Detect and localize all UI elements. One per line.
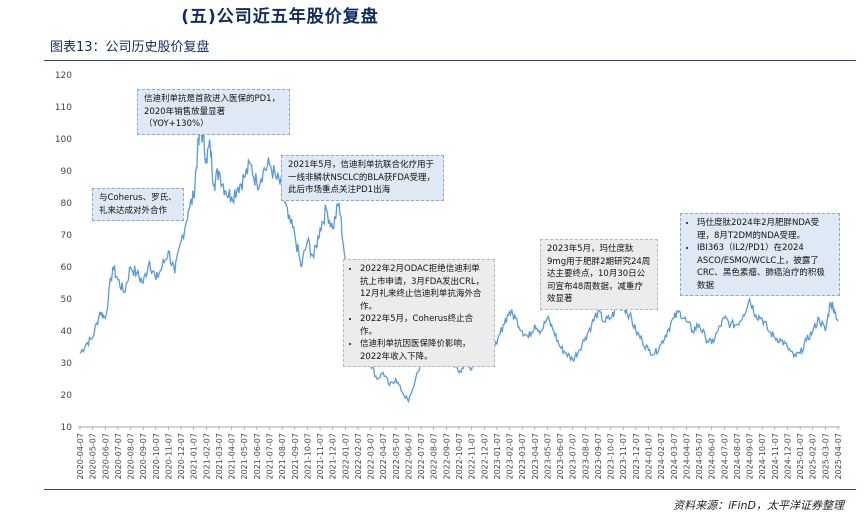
annotation-mazdutide-phase2-text: 2023年5月，玛仕度肽9mg用于肥胖2期研究24周达主要终点，10月30日公司… xyxy=(547,244,651,304)
x-tick-label: 2022-06-07 xyxy=(404,433,413,480)
x-tick-label: 2024-05-07 xyxy=(695,433,704,480)
x-tick-label: 2022-11-07 xyxy=(468,433,477,480)
x-tick-label: 2024-12-07 xyxy=(783,433,792,480)
x-tick-label: 2023-12-07 xyxy=(632,433,641,480)
annotation-partnerships: 与Coherus、罗氏、礼来达成对外合作 xyxy=(92,188,184,221)
annotation-2022-events: 2022年2月ODAC拒绝信迪利单抗上市申请，3月FDA发出CRL，12月礼来终… xyxy=(343,259,495,367)
x-tick-label: 2024-02-07 xyxy=(657,433,666,480)
annotation-2022-event: 信迪利单抗因医保降价影响，2022年收入下降。 xyxy=(360,338,488,363)
x-tick-label: 2022-08-07 xyxy=(430,433,439,480)
x-tick-label: 2021-04-07 xyxy=(228,433,237,480)
y-tick-label: 90 xyxy=(61,167,73,177)
x-tick-label: 2024-11-07 xyxy=(771,433,780,480)
source-note: 资料来源：iFinD，太平洋证券整理 xyxy=(673,499,844,512)
x-axis: 2020-04-07 2020-05-07 2020-06-07 2020-07-07… xyxy=(76,426,843,480)
x-tick-label: 2024-04-07 xyxy=(682,433,691,480)
x-tick-label: 2024-01-07 xyxy=(645,433,654,480)
x-tick-label: 2020-07-07 xyxy=(114,433,123,480)
x-tick-label: 2024-07-07 xyxy=(720,433,729,480)
x-tick-label: 2021-12-07 xyxy=(329,433,338,480)
x-tick-label: 2020-05-07 xyxy=(89,433,98,480)
section-title: (五)公司近五年股价复盘 xyxy=(181,7,379,27)
x-tick-label: 2023-08-07 xyxy=(581,433,590,480)
y-tick-label: 70 xyxy=(61,231,73,241)
annotation-mazdutide-phase2: 2023年5月，玛仕度肽9mg用于肥胖2期研究24周达主要终点，10月30日公司… xyxy=(540,239,658,310)
y-axis: 10 20 30 40 50 60 70 80 90 100 110 120 xyxy=(55,71,72,433)
x-tick-label: 2022-07-07 xyxy=(417,433,426,480)
x-tick-label: 2021-09-07 xyxy=(291,433,300,480)
annotation-2024-event: IBI363（IL2/PD1）在2024 ASCO/ESMO/WCLC上，披露了… xyxy=(697,242,833,292)
x-tick-label: 2023-03-07 xyxy=(518,433,527,480)
y-tick-label: 10 xyxy=(61,423,73,433)
x-tick-label: 2024-10-07 xyxy=(758,433,767,480)
x-tick-label: 2025-04-07 xyxy=(834,433,843,480)
annotation-fda-bla-text: 2021年5月，信迪利单抗联合化疗用于一线非鳞状NSCLC的BLA获FDA受理，… xyxy=(288,160,436,195)
x-tick-label: 2023-11-07 xyxy=(619,433,628,480)
x-tick-label: 2023-02-07 xyxy=(506,433,515,480)
y-tick-label: 50 xyxy=(61,295,73,305)
x-tick-label: 2025-02-07 xyxy=(809,433,818,480)
x-tick-label: 2022-10-07 xyxy=(455,433,464,480)
x-tick-label: 2022-01-07 xyxy=(341,433,350,480)
x-tick-label: 2024-06-07 xyxy=(708,433,717,480)
x-tick-label: 2023-05-07 xyxy=(543,433,552,480)
x-tick-label: 2023-10-07 xyxy=(607,433,616,480)
annotation-medical-insurance-text: 信迪利单抗是首款进入医保的PD1，2020年销售放量显著（YOY+130%） xyxy=(144,94,281,129)
annotation-medical-insurance: 信迪利单抗是首款进入医保的PD1，2020年销售放量显著（YOY+130%） xyxy=(137,89,290,135)
x-tick-label: 2022-02-07 xyxy=(354,433,363,480)
x-tick-label: 2022-04-07 xyxy=(379,433,388,480)
x-tick-label: 2024-03-07 xyxy=(670,433,679,480)
x-tick-label: 2021-06-07 xyxy=(253,433,262,480)
x-tick-label: 2020-08-07 xyxy=(127,433,136,480)
x-tick-label: 2025-01-07 xyxy=(796,433,805,480)
y-tick-label: 80 xyxy=(61,199,73,209)
y-tick-label: 100 xyxy=(55,135,72,145)
x-tick-label: 2022-12-07 xyxy=(480,433,489,480)
y-tick-label: 20 xyxy=(61,391,73,401)
x-tick-label: 2024-08-07 xyxy=(733,433,742,480)
annotation-fda-bla: 2021年5月，信迪利单抗联合化疗用于一线非鳞状NSCLC的BLA获FDA受理，… xyxy=(281,155,444,201)
x-tick-label: 2021-07-07 xyxy=(266,433,275,480)
y-tick-label: 40 xyxy=(61,327,73,337)
x-tick-label: 2024-09-07 xyxy=(746,433,755,480)
x-tick-label: 2025-03-07 xyxy=(821,433,830,480)
x-tick-label: 2020-11-07 xyxy=(164,433,173,480)
x-tick-label: 2020-06-07 xyxy=(101,433,110,480)
x-tick-label: 2021-10-07 xyxy=(303,433,312,480)
x-tick-label: 2022-05-07 xyxy=(392,433,401,480)
y-tick-label: 60 xyxy=(61,263,73,273)
x-tick-label: 2021-02-07 xyxy=(202,433,211,480)
x-tick-label: 2021-01-07 xyxy=(190,433,199,480)
annotation-2022-event: 2022年2月ODAC拒绝信迪利单抗上市申请，3月FDA发出CRL，12月礼来终… xyxy=(360,263,488,313)
x-tick-label: 2020-10-07 xyxy=(152,433,161,480)
bottom-rule xyxy=(44,489,856,490)
x-tick-label: 2022-03-07 xyxy=(367,433,376,480)
annotation-2022-event: 2022年5月，Coherus终止合作。 xyxy=(360,313,488,338)
x-tick-label: 2021-11-07 xyxy=(316,433,325,480)
x-tick-label: 2021-05-07 xyxy=(240,433,249,480)
x-tick-label: 2023-07-07 xyxy=(569,433,578,480)
x-tick-label: 2020-12-07 xyxy=(177,433,186,480)
y-tick-label: 120 xyxy=(55,71,72,81)
x-tick-label: 2023-01-07 xyxy=(493,433,502,480)
title-rule xyxy=(44,60,856,61)
x-tick-label: 2020-09-07 xyxy=(139,433,148,480)
x-tick-label: 2021-03-07 xyxy=(215,433,224,480)
x-tick-label: 2023-06-07 xyxy=(556,433,565,480)
annotation-2024-event: 玛仕度肽2024年2月肥胖NDA受理，8月T2DM的NDA受理。 xyxy=(697,217,833,242)
y-tick-label: 110 xyxy=(55,103,72,113)
x-tick-label: 2020-04-07 xyxy=(76,433,85,480)
figure-title: 图表13：公司历史股价复盘 xyxy=(50,40,210,55)
x-tick-label: 2023-04-07 xyxy=(531,433,540,480)
x-tick-label: 2022-09-07 xyxy=(442,433,451,480)
annotation-partnerships-text: 与Coherus、罗氏、礼来达成对外合作 xyxy=(99,193,177,216)
y-tick-label: 30 xyxy=(61,359,73,369)
annotation-2024-events: 玛仕度肽2024年2月肥胖NDA受理，8月T2DM的NDA受理。 IBI363（… xyxy=(680,213,840,296)
x-tick-label: 2023-09-07 xyxy=(594,433,603,480)
x-tick-label: 2021-08-07 xyxy=(278,433,287,480)
